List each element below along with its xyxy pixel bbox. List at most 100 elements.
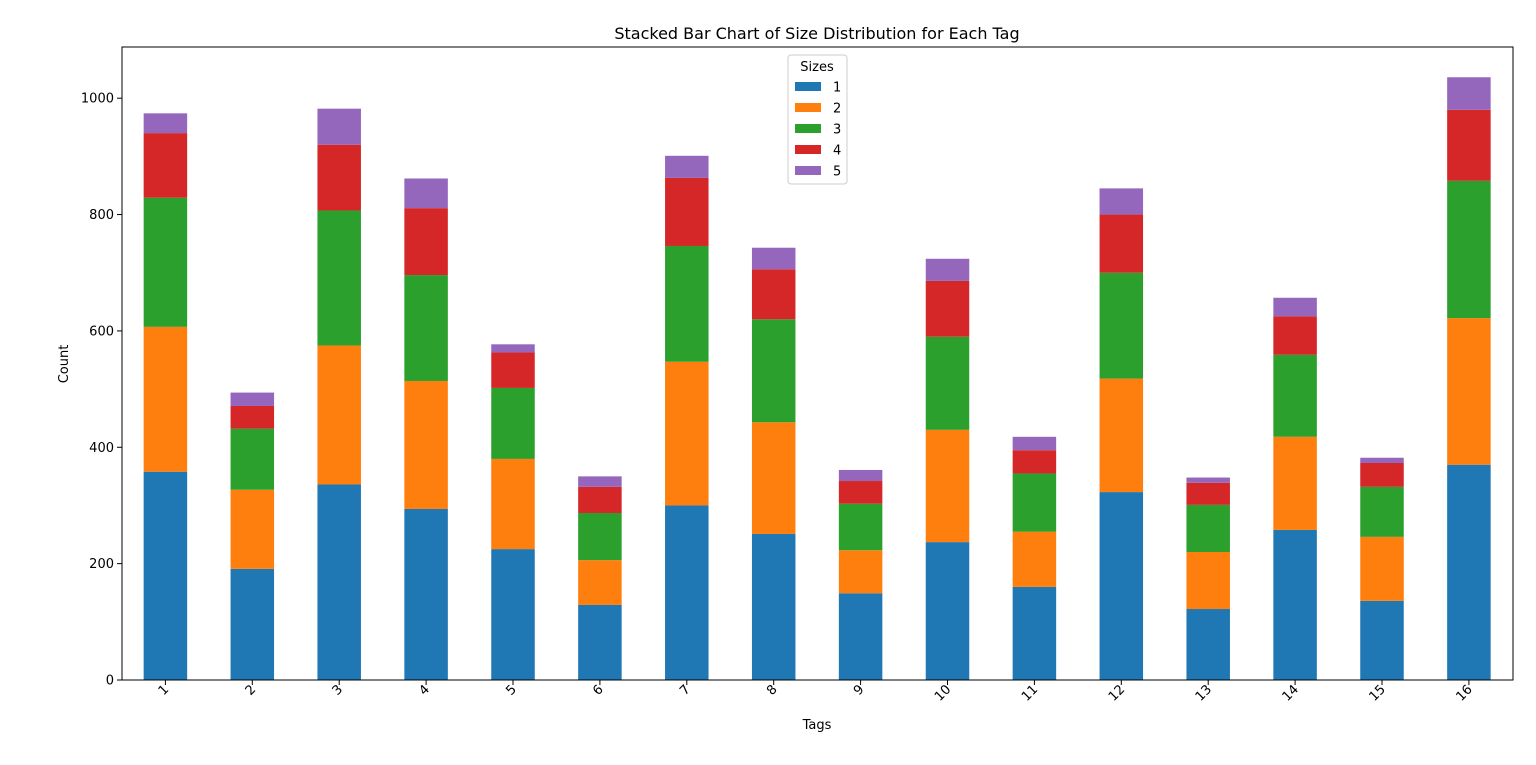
x-tick-label: 10 [932,682,954,704]
bar-tag-7-size-5 [665,155,709,178]
bar-tag-16-size-4 [1447,109,1491,181]
legend-label-3: 3 [833,123,841,138]
x-tick-label: 9 [851,682,867,698]
bar-tag-9-size-3 [838,503,883,551]
bar-tag-3-size-1 [317,484,361,680]
bar-tag-12-size-4 [1099,214,1144,273]
x-tick-label: 8 [764,682,780,698]
bar-tag-4-size-1 [404,508,448,680]
legend-swatch-2 [795,103,821,112]
legend-swatch-3 [795,124,821,133]
bar-tag-2-size-3 [230,428,275,490]
bar-tag-13-size-1 [1186,609,1230,680]
y-tick-label: 200 [89,557,114,572]
bar-tag-12-size-3 [1099,272,1144,379]
y-axis: 0 200 400 600 800 1000 [81,92,122,689]
bar-tag-9-size-5 [838,469,883,482]
legend-swatch-5 [795,166,821,175]
bars-group [143,77,1491,681]
bar-tag-10-size-5 [925,258,970,281]
y-tick-label: 600 [89,324,114,339]
bar-tag-8-size-3 [751,319,796,423]
y-tick-label: 0 [106,674,114,689]
bar-tag-16-size-1 [1447,464,1491,680]
x-tick-label: 11 [1019,682,1041,704]
bar-tag-6-size-3 [578,513,622,561]
bar-tag-10-size-1 [925,542,970,680]
bar-tag-13-size-3 [1186,504,1230,553]
bar-tag-11-size-5 [1012,436,1057,451]
x-tick-label: 1 [156,682,172,698]
bar-tag-5-size-2 [491,458,535,550]
x-tick-label: 5 [503,682,519,698]
x-tick-label: 15 [1367,682,1389,704]
x-tick-label: 16 [1453,682,1475,704]
bar-tag-15-size-1 [1360,600,1404,681]
legend-title: Sizes [800,60,834,75]
bar-tag-15-size-4 [1360,462,1404,487]
legend-label-1: 1 [833,81,841,96]
bar-tag-3-size-5 [317,108,361,145]
chart-title: Stacked Bar Chart of Size Distribution f… [614,24,1019,43]
bar-tag-6-size-1 [578,604,622,680]
bar-tag-15-size-5 [1360,457,1404,463]
bar-tag-11-size-1 [1012,586,1057,680]
bar-tag-9-size-4 [838,481,883,504]
bar-tag-16-size-3 [1447,180,1491,319]
bar-tag-5-size-5 [491,344,535,353]
bar-tag-4-size-5 [404,178,448,209]
x-axis: 1 2 3 4 5 6 7 8 9 10 11 12 13 14 15 16 [156,680,1476,705]
x-tick-label: 6 [590,682,606,698]
bar-tag-2-size-5 [230,392,275,406]
x-axis-label: Tags [802,718,832,733]
bar-tag-7-size-1 [665,505,709,680]
bar-tag-7-size-2 [665,361,709,506]
bar-tag-5-size-4 [491,352,535,388]
x-tick-label: 4 [416,682,432,698]
legend-swatch-1 [795,82,821,91]
x-tick-label: 3 [330,682,346,698]
bar-tag-10-size-4 [925,280,970,337]
bar-tag-12-size-1 [1099,492,1144,680]
bar-tag-1-size-1 [143,471,188,680]
bar-tag-10-size-2 [925,429,970,543]
x-tick-label: 12 [1106,682,1128,704]
bar-tag-16-size-5 [1447,77,1491,110]
bar-tag-16-size-2 [1447,318,1491,465]
legend-label-2: 2 [833,102,841,117]
plot-frame [121,46,1514,681]
bar-tag-14-size-3 [1273,354,1317,437]
bar-tag-8-size-2 [751,422,796,534]
bar-tag-8-size-1 [751,533,796,680]
bar-tag-6-size-2 [578,560,622,605]
legend-swatch-4 [795,145,821,154]
bar-tag-3-size-3 [317,210,361,346]
y-axis-label: Count [57,345,72,384]
bar-tag-4-size-3 [404,275,448,381]
bar-tag-9-size-2 [838,550,883,594]
bar-tag-9-size-1 [838,593,883,680]
bar-tag-11-size-4 [1012,450,1057,474]
bar-tag-1-size-5 [143,113,188,134]
bar-tag-14-size-1 [1273,529,1317,680]
bar-tag-12-size-5 [1099,188,1144,215]
bar-tag-11-size-2 [1012,531,1057,587]
bar-tag-1-size-3 [143,197,188,327]
bar-tag-6-size-5 [578,476,622,487]
bar-tag-15-size-2 [1360,536,1404,601]
bar-tag-5-size-1 [491,549,535,680]
y-tick-label: 800 [89,208,114,223]
bar-tag-8-size-5 [751,247,796,270]
bar-tag-14-size-5 [1273,297,1317,317]
x-tick-label: 2 [243,682,259,698]
y-tick-label: 400 [89,441,114,456]
bar-tag-1-size-2 [143,326,188,472]
bar-tag-13-size-2 [1186,552,1230,610]
bar-tag-7-size-4 [665,177,709,246]
bar-tag-4-size-4 [404,208,448,276]
bar-tag-4-size-2 [404,380,448,509]
bar-tag-13-size-5 [1186,477,1230,483]
bar-tag-5-size-3 [491,387,535,459]
bar-tag-6-size-4 [578,486,622,514]
